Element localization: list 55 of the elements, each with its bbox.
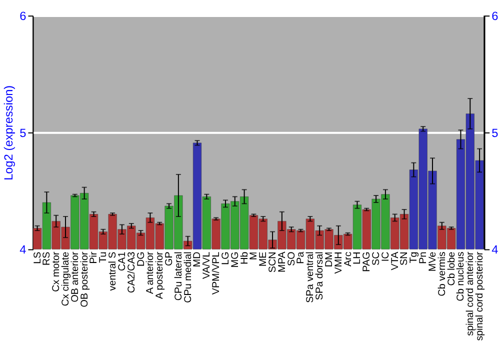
x-tick-label: SPa ventral xyxy=(305,252,316,303)
x-tick-label: Tg xyxy=(408,252,420,264)
x-tick-label: LH xyxy=(352,252,364,264)
y-axis-title: Log2 (expression) xyxy=(2,85,16,180)
x-tick-label: A anterior xyxy=(145,251,156,294)
x-tick-label: PAG xyxy=(362,252,373,272)
x-tick-label: Arc xyxy=(342,252,354,267)
x-tick-label: spinal cord anterior xyxy=(465,251,476,336)
x-tick-label: DG xyxy=(136,252,147,267)
x-tick-label: VTA xyxy=(390,251,401,270)
x-tick-label: IC xyxy=(380,252,392,262)
x-tick-label: SCN xyxy=(268,252,278,273)
x-tick-label: Cx motor xyxy=(51,251,62,292)
x-tick-label: OB anterior xyxy=(70,251,81,302)
x-tick-label: Pn xyxy=(418,252,430,264)
x-tick-label: CPu medial xyxy=(182,252,194,303)
x-tick-label: M xyxy=(248,252,260,260)
x-tick-label: CA2/CA3 xyxy=(126,251,138,293)
y2-tick-label: 4 xyxy=(492,242,499,257)
x-tick-label: A posterior xyxy=(154,251,166,299)
x-tick-label: ME xyxy=(258,251,270,267)
x-tick-label: MVe xyxy=(427,251,438,272)
x-tick-label: SO xyxy=(286,251,298,266)
x-tick-label: ventral S xyxy=(108,251,119,291)
x-tick-label: DM xyxy=(324,252,335,268)
x-tick-label: LS xyxy=(32,251,44,264)
x-tick-label: SPa dorsal xyxy=(314,252,326,300)
x-tick-label: SC xyxy=(371,252,382,266)
y2-tick-label: 5 xyxy=(492,126,499,140)
x-tick-label: spinal cord posterior xyxy=(474,251,486,341)
y-tick-label: 5 xyxy=(20,126,27,140)
x-tick-label: Hb xyxy=(239,251,250,264)
x-tick-label: Pa xyxy=(296,251,307,264)
x-tick-label: LG xyxy=(220,252,232,265)
x-tick-label: VMH xyxy=(333,252,344,274)
x-tick-label: Cx cingulate xyxy=(60,251,72,306)
y-tick-label: 4 xyxy=(20,242,27,257)
x-tick-label: Cb vermis xyxy=(436,252,448,296)
x-tick-label: CA1 xyxy=(116,251,128,271)
y2-tick-label: 6 xyxy=(492,9,499,24)
x-tick-label: SN xyxy=(399,252,410,266)
x-tick-label: VA/VL xyxy=(202,251,213,280)
x-tick-label: Cb nucleus xyxy=(456,252,467,302)
x-tick-label: Cb lobe xyxy=(446,251,458,286)
x-tick-label: GP xyxy=(164,251,175,266)
x-tick-label: MPA xyxy=(276,251,288,272)
x-tick-label: MD xyxy=(192,252,204,268)
y-tick-label: 6 xyxy=(20,9,27,24)
x-tick-label: Tu xyxy=(98,252,110,263)
x-tick-label: CPu lateral xyxy=(173,252,184,301)
x-tick-label: OB posterior xyxy=(79,251,90,308)
x-tick-label: MG xyxy=(230,252,241,268)
x-tick-label: VPM/VPL xyxy=(211,251,222,295)
x-tick-label: Pir xyxy=(88,251,100,264)
x-tick-label: RS xyxy=(42,251,53,266)
